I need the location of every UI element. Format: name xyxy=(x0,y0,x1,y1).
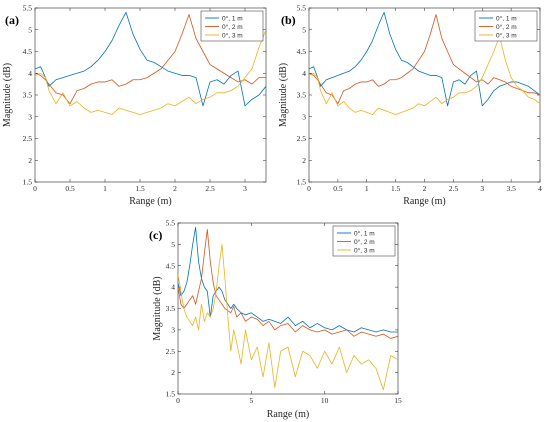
x-tick-label: 2 xyxy=(173,184,177,193)
y-tick-label: 3.5 xyxy=(166,304,176,313)
y-tick-label: 5.5 xyxy=(166,219,176,228)
legend-box xyxy=(474,10,538,42)
x-tick-label: 15 xyxy=(394,396,402,405)
y-tick-label: 1.5 xyxy=(23,178,33,187)
legend-label: 0°, 2 m xyxy=(354,238,375,246)
y-tick-label: 3 xyxy=(302,112,306,121)
x-axis-label: Range (m) xyxy=(129,196,172,207)
x-tick-label: 0.5 xyxy=(65,184,75,193)
y-tick-label: 5.5 xyxy=(297,4,307,13)
x-tick-label: 5 xyxy=(249,396,253,405)
x-tick-label: 10 xyxy=(321,396,329,405)
series-line-2 xyxy=(178,229,398,339)
chart-panel-3: 1.5 2 2.5 3 3.5 4 4.5 5 5.5 0 5 10 15 Range (m) Magnit… xyxy=(149,219,402,421)
chart-panel-1: 1.5 2 2.5 3 3.5 4 4.5 5 5.5 0 0.5 1 1.5 2 2.5 3 Range (m… xyxy=(2,4,267,207)
y-tick-label: 2 xyxy=(302,156,306,165)
legend: 0°, 1 m0°, 2 m0°, 3 m xyxy=(332,225,396,257)
y-tick-label: 4 xyxy=(171,283,175,292)
y-tick-label: 1.5 xyxy=(166,390,176,399)
legend-label: 0°, 2 m xyxy=(222,23,243,31)
series-line-3 xyxy=(178,243,398,391)
y-tick-label: 5 xyxy=(28,25,32,34)
y-tick-label: 2.5 xyxy=(23,134,33,143)
series-line-2 xyxy=(309,14,540,105)
y-tick-label: 4 xyxy=(302,69,306,78)
x-tick-label: 1 xyxy=(103,184,107,193)
legend-label: 0°, 1 m xyxy=(496,14,517,22)
y-axis-label: Magnitude (dB) xyxy=(278,63,289,127)
legend-label: 0°, 1 m xyxy=(222,14,243,22)
y-tick-label: 1.5 xyxy=(297,178,307,187)
x-axis-label: Range (m) xyxy=(403,196,446,207)
y-tick-label: 2 xyxy=(28,156,32,165)
y-tick-label: 3.5 xyxy=(23,91,33,100)
y-tick-label: 4.5 xyxy=(23,47,33,56)
x-tick-label: 1 xyxy=(365,184,369,193)
chart-panel-2: 1.5 2 2.5 3 3.5 4 4.5 5 5.5 0 0.5 1 1.5 2 2.5 3 3.5 4 Rang… xyxy=(278,4,542,208)
y-tick-label: 2.5 xyxy=(166,347,176,356)
series-line-1 xyxy=(178,226,398,333)
y-tick-label: 4.5 xyxy=(166,261,176,270)
series-line-1 xyxy=(309,11,540,107)
x-tick-label: 3 xyxy=(243,184,247,193)
legend-label: 0°, 3 m xyxy=(496,31,517,39)
x-tick-label: 2.5 xyxy=(449,184,459,193)
y-tick-label: 2 xyxy=(171,368,175,377)
legend-label: 0°, 3 m xyxy=(222,31,243,39)
legend-box xyxy=(200,10,264,42)
y-tick-label: 3 xyxy=(171,325,175,334)
series-line-1 xyxy=(35,11,266,107)
series-line-3 xyxy=(35,29,266,115)
y-tick-label: 5.5 xyxy=(23,4,33,13)
x-tick-label: 0 xyxy=(307,184,311,193)
legend-label: 0°, 3 m xyxy=(354,246,375,254)
x-tick-label: 4 xyxy=(538,184,542,193)
x-tick-label: 0.5 xyxy=(333,184,343,193)
y-tick-label: 4.5 xyxy=(297,47,307,56)
x-axis-label: Range (m) xyxy=(267,409,310,420)
legend-box xyxy=(332,225,396,257)
y-axis-label: Magnitude (dB) xyxy=(2,63,13,127)
x-tick-label: 1.5 xyxy=(391,184,401,193)
x-tick-label: 0 xyxy=(33,184,37,193)
panel-label: (c) xyxy=(149,228,162,242)
x-tick-label: 2 xyxy=(423,184,427,193)
x-tick-label: 2.5 xyxy=(205,184,215,193)
legend-label: 0°, 1 m xyxy=(354,229,375,237)
panel-label: (b) xyxy=(281,13,296,27)
legend: 0°, 1 m0°, 2 m0°, 3 m xyxy=(474,10,538,42)
legend: 0°, 1 m0°, 2 m0°, 3 m xyxy=(200,10,264,42)
y-axis-label: Magnitude (dB) xyxy=(152,276,163,340)
y-tick-label: 3.5 xyxy=(297,91,307,100)
x-tick-label: 0 xyxy=(176,396,180,405)
x-tick-label: 1.5 xyxy=(135,184,145,193)
y-tick-label: 4 xyxy=(28,69,32,78)
panel-label: (a) xyxy=(5,13,19,27)
y-tick-label: 5 xyxy=(302,25,306,34)
y-tick-label: 2.5 xyxy=(297,134,307,143)
x-tick-label: 3.5 xyxy=(506,184,516,193)
legend-label: 0°, 2 m xyxy=(496,23,517,31)
y-tick-label: 5 xyxy=(171,240,175,249)
x-tick-label: 3 xyxy=(480,184,484,193)
y-tick-label: 3 xyxy=(28,112,32,121)
